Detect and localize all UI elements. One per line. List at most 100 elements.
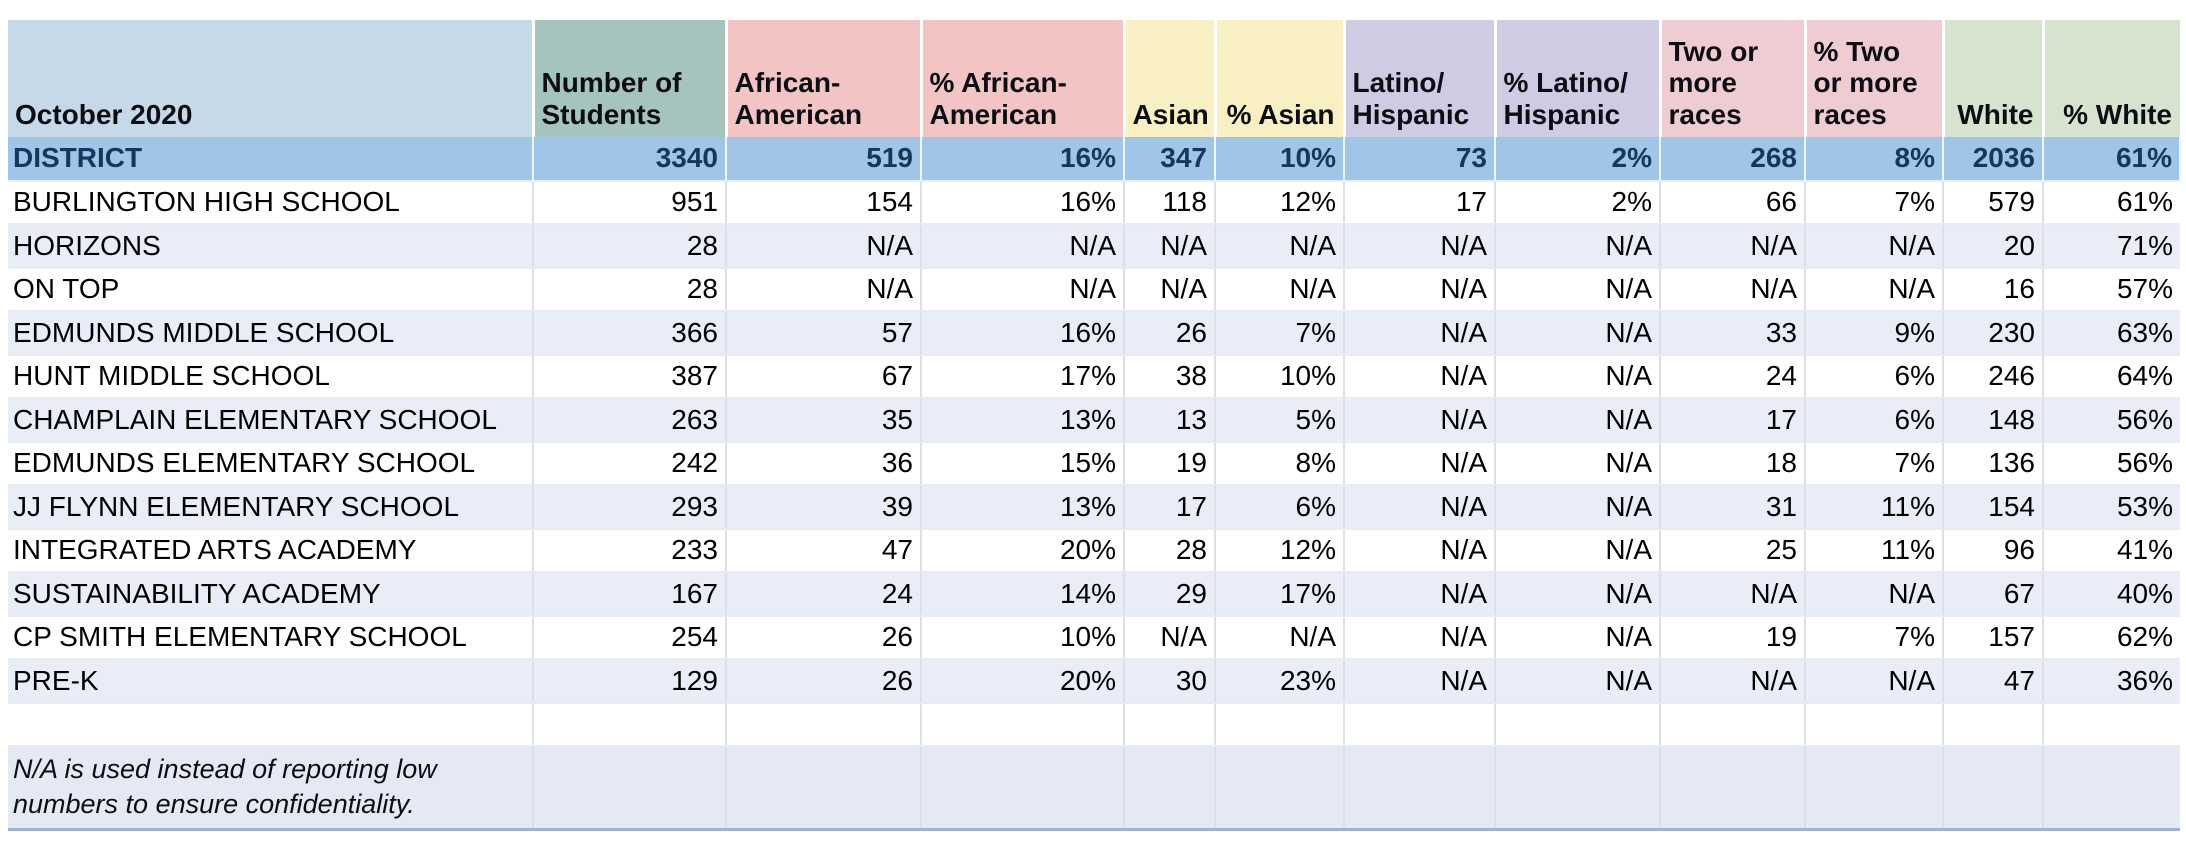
value-cell <box>1124 702 1216 747</box>
value-cell: 28 <box>1124 528 1216 573</box>
value-cell: 118 <box>1124 180 1216 225</box>
value-cell: N/A <box>1495 441 1661 486</box>
value-cell: 67 <box>726 354 922 399</box>
value-cell: 30 <box>1124 659 1216 704</box>
value-cell: N/A <box>1344 398 1496 443</box>
header-pct-two-or-more-races: % Two or more races <box>1805 20 1945 137</box>
value-cell <box>1495 702 1661 747</box>
value-cell <box>1660 702 1806 747</box>
value-cell: N/A <box>1344 311 1496 356</box>
header-pct-white: % White <box>2043 20 2180 137</box>
school-name-cell: SUSTAINABILITY ACADEMY <box>8 572 534 617</box>
value-cell: 20% <box>921 528 1125 573</box>
value-cell: 47 <box>1943 659 2044 704</box>
value-cell: 63% <box>2043 311 2180 356</box>
value-cell: 29 <box>1124 572 1216 617</box>
value-cell: 148 <box>1943 398 2044 443</box>
header-pct-african-american: % African- American <box>921 20 1126 137</box>
value-cell: 16% <box>921 137 1125 182</box>
value-cell: 56% <box>2043 398 2180 443</box>
value-cell: N/A <box>1344 615 1496 660</box>
value-cell: 7% <box>1805 180 1944 225</box>
school-row: HUNT MIDDLE SCHOOL 387 67 17% 38 10% N/A N/A 24 6… <box>8 354 2180 399</box>
school-name-cell: ON TOP <box>8 267 534 312</box>
value-cell: 8% <box>1215 441 1345 486</box>
value-cell: 7% <box>1805 615 1944 660</box>
value-cell: 17 <box>1124 485 1216 530</box>
table-body: DISTRICT 3340 519 16% 347 10% 73 2% 268 8% 2036 61%… <box>8 137 2181 747</box>
school-row: INTEGRATED ARTS ACADEMY 233 47 20% 28 12% N/A N… <box>8 528 2180 573</box>
value-cell: 73 <box>1344 137 1496 182</box>
value-cell: 154 <box>726 180 922 225</box>
value-cell <box>921 702 1125 747</box>
value-cell: 66 <box>1660 180 1806 225</box>
value-cell: 3340 <box>533 137 727 182</box>
value-cell: N/A <box>1805 267 1944 312</box>
school-row: HORIZONS 28 N/A N/A N/A N/A N/A N/A N/A N/A 20 71% <box>8 224 2180 269</box>
value-cell: 7% <box>1805 441 1944 486</box>
value-cell: N/A <box>1495 659 1661 704</box>
value-cell: 56% <box>2043 441 2180 486</box>
value-cell: 36% <box>2043 659 2180 704</box>
value-cell: 579 <box>1943 180 2044 225</box>
value-cell: 36 <box>726 441 922 486</box>
value-cell: N/A <box>1495 267 1661 312</box>
value-cell: 17 <box>1660 398 1806 443</box>
value-cell: 26 <box>1124 311 1216 356</box>
value-cell: 18 <box>1660 441 1806 486</box>
empty-cell <box>1215 746 1345 831</box>
value-cell: 61% <box>2043 137 2181 182</box>
value-cell: 53% <box>2043 485 2180 530</box>
school-name-cell <box>8 702 534 747</box>
value-cell: N/A <box>726 224 922 269</box>
table-header: October 2020 Number of Students African-… <box>8 20 2180 137</box>
value-cell: 268 <box>1660 137 1806 182</box>
value-cell: 20% <box>921 659 1125 704</box>
confidentiality-note: N/A is used instead of reporting low num… <box>8 746 534 831</box>
value-cell: 17% <box>1215 572 1345 617</box>
value-cell: 242 <box>533 441 727 486</box>
value-cell: 17% <box>921 354 1125 399</box>
value-cell: 24 <box>1660 354 1806 399</box>
value-cell: 129 <box>533 659 727 704</box>
school-name-cell: EDMUNDS MIDDLE SCHOOL <box>8 311 534 356</box>
empty-cell <box>1660 746 1806 831</box>
school-row: JJ FLYNN ELEMENTARY SCHOOL 293 39 13% 17 6% N/… <box>8 485 2180 530</box>
value-cell: N/A <box>1215 224 1345 269</box>
value-cell: 11% <box>1805 528 1944 573</box>
value-cell: 41% <box>2043 528 2180 573</box>
header-white: White <box>1943 20 2045 137</box>
value-cell: 347 <box>1124 137 1216 182</box>
value-cell: 15% <box>921 441 1125 486</box>
empty-cell <box>1495 746 1661 831</box>
value-cell: 62% <box>2043 615 2180 660</box>
school-name-cell: BURLINGTON HIGH SCHOOL <box>8 180 534 225</box>
school-row: ON TOP 28 N/A N/A N/A N/A N/A N/A N/A N/A 16 57% <box>8 267 2180 312</box>
value-cell: N/A <box>1124 267 1216 312</box>
value-cell: 13% <box>921 398 1125 443</box>
value-cell: 519 <box>726 137 922 182</box>
value-cell: N/A <box>1495 485 1661 530</box>
value-cell: 12% <box>1215 180 1345 225</box>
value-cell: 16% <box>921 311 1125 356</box>
value-cell: 64% <box>2043 354 2180 399</box>
value-cell: 2% <box>1495 180 1661 225</box>
value-cell: 71% <box>2043 224 2180 269</box>
value-cell: N/A <box>1344 485 1496 530</box>
value-cell: 366 <box>533 311 727 356</box>
value-cell: 61% <box>2043 180 2180 225</box>
school-name-cell: CHAMPLAIN ELEMENTARY SCHOOL <box>8 398 534 443</box>
value-cell: 13% <box>921 485 1125 530</box>
value-cell: N/A <box>921 267 1125 312</box>
value-cell: 26 <box>726 615 922 660</box>
header-pct-latino-hispanic: % Latino/ Hispanic <box>1495 20 1662 137</box>
school-name-cell: INTEGRATED ARTS ACADEMY <box>8 528 534 573</box>
value-cell: N/A <box>1495 354 1661 399</box>
value-cell: 25 <box>1660 528 1806 573</box>
value-cell: 10% <box>1215 137 1345 182</box>
value-cell: N/A <box>1344 572 1496 617</box>
district-name-cell: DISTRICT <box>8 137 534 182</box>
value-cell: N/A <box>1660 267 1806 312</box>
value-cell: 33 <box>1660 311 1806 356</box>
school-row: SUSTAINABILITY ACADEMY 167 24 14% 29 17% N/A N/… <box>8 572 2180 617</box>
